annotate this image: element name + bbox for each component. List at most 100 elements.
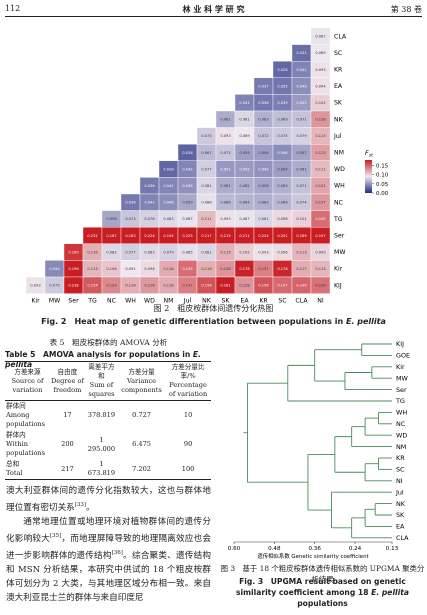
table-title-cn: 表 5 粗皮桉群体的 AMOVA 分析 — [49, 338, 168, 347]
cell-value: 0.116 — [125, 284, 136, 288]
c: 群体间 — [6, 402, 26, 410]
table-header: 方差来源 Source of variation 自由度 Degree of fre… — [5, 361, 211, 401]
cell-value: 0.115 — [220, 250, 230, 254]
header-cell: 方差分量 Variance components — [118, 362, 165, 401]
cell-value: 0.063 — [258, 118, 268, 122]
cell-value: 0.039 — [277, 101, 288, 105]
x-label: Ser — [68, 298, 79, 305]
c: Within populations — [6, 440, 46, 457]
leaf-label: NC — [396, 420, 406, 428]
cell-value: 0.048 — [182, 184, 193, 188]
title-sub: st — [369, 153, 373, 159]
x-tick-label: 0.48 — [268, 546, 281, 552]
cell-value: 0.031 — [296, 51, 306, 55]
y-label: Ser — [334, 233, 345, 240]
cell-value: 0.083 — [144, 250, 154, 254]
cell: 17 — [63, 411, 72, 419]
cell-value: 0.121 — [315, 184, 325, 188]
colorbar — [365, 160, 372, 193]
x-label: CLA — [295, 298, 308, 305]
cell-value: 0.196 — [68, 267, 79, 271]
cell-value: 0.128 — [315, 118, 326, 122]
h: Sum of squares — [88, 381, 115, 398]
cell-value: 0.035 — [277, 84, 287, 88]
cell-value: 0.194 — [163, 234, 174, 238]
cell-value: 0.113 — [315, 267, 325, 271]
leaf-label: NK — [396, 500, 406, 508]
cell-value: 0.079 — [163, 250, 174, 254]
caption-text: populations — [297, 599, 348, 608]
x-label: WD — [144, 298, 155, 305]
cell-value: 0.064 — [239, 201, 250, 205]
h: Degree of freedom — [50, 376, 84, 394]
cell-value: 0.224 — [258, 234, 269, 238]
x-label: TG — [87, 298, 97, 305]
x-label: NI — [317, 298, 324, 305]
cell: 10 — [183, 411, 193, 419]
header-cell: 方差来源 Source of variation — [5, 362, 50, 401]
paragraph: 通常地理位置或地理环境对植物群体间的遗传分化影响较大[35]，而地理屏障导致的地… — [6, 515, 211, 605]
colorbar-label: 0.05 — [376, 182, 389, 188]
cell-value: 0.133 — [106, 284, 116, 288]
cell-value: 0.069 — [277, 118, 288, 122]
x-label: MW — [49, 298, 60, 305]
y-label: TG — [333, 216, 343, 223]
x-tick-label: 0.13 — [386, 546, 399, 552]
cell-value: 0.054 — [258, 151, 269, 155]
cell-value: 0.061 — [296, 167, 306, 171]
cell-value: 0.036 — [144, 184, 155, 188]
cell-value: 0.071 — [296, 118, 306, 122]
cell-value: 0.081 — [258, 217, 268, 221]
cell: 90 — [183, 440, 193, 448]
cell-value: 0.073 — [220, 151, 230, 155]
cell-value: 0.106 — [106, 267, 117, 271]
leaf-label: CLA — [396, 534, 409, 542]
cell-value: 0.187 — [106, 234, 116, 238]
heatmap: 0.087 0.031 0.089 0.028 0.041 0.093 0.037 0.035… — [25, 27, 389, 305]
cell-value: 0.042 — [163, 184, 173, 188]
cell-value: 0.201 — [277, 234, 287, 238]
cell-value: 0.067 — [201, 151, 211, 155]
y-label: CLA — [334, 33, 347, 40]
cell-value: 0.074 — [296, 201, 307, 205]
table-row: 群体内 Within populations 200 1 295.000 6.475 90 — [5, 430, 211, 459]
cell-value: 0.081 — [239, 118, 249, 122]
cell: 群体内 Within populations — [5, 430, 50, 459]
h: 方差来源 — [14, 367, 41, 376]
cell-value: 0.041 — [144, 201, 154, 205]
cell-value: 0.197 — [315, 234, 325, 238]
x-label: WH — [125, 298, 136, 305]
cell-value: 0.057 — [296, 151, 306, 155]
cell-value: 0.051 — [220, 167, 230, 171]
x-tick-label: 0.24 — [349, 546, 362, 552]
y-label: WH — [334, 183, 345, 190]
cell-value: 0.147 — [277, 284, 287, 288]
y-label: NC — [334, 199, 343, 206]
cell-value: 0.149 — [296, 284, 307, 288]
leaf-label: WH — [396, 409, 407, 417]
cell-value: 0.077 — [125, 250, 135, 254]
leaf-label: KIJ — [396, 340, 404, 348]
table-title-en: Table 5 AMOVA analysis for populations i… — [5, 349, 212, 369]
cell-value: 0.118 — [163, 284, 174, 288]
cell-value: 0.123 — [315, 151, 325, 155]
leaf-label: EA — [396, 523, 405, 531]
cell: 7.202 — [132, 464, 151, 473]
caption-species: E. pellita — [345, 317, 386, 326]
cell-value: 0.087 — [315, 35, 325, 39]
caption-text: Fig. 3 UPGMA result based on genetic sim… — [235, 577, 406, 597]
y-label: NM — [334, 150, 344, 157]
cell: 0.727 — [132, 411, 151, 419]
cell-value: 0.143 — [315, 284, 325, 288]
cell-value: 0.054 — [277, 167, 288, 171]
cell-value: 0.101 — [296, 217, 306, 221]
cell-value: 0.052 — [296, 101, 306, 105]
cell-value: 0.089 — [239, 134, 250, 138]
cell-value: 0.046 — [277, 151, 288, 155]
y-label: Jul — [333, 133, 342, 140]
x-label: NM — [164, 298, 174, 305]
heat-cell — [310, 276, 331, 294]
x-label: KR — [259, 298, 268, 305]
x-label: EA — [240, 298, 249, 305]
caption-species: E. pellita — [371, 588, 410, 597]
